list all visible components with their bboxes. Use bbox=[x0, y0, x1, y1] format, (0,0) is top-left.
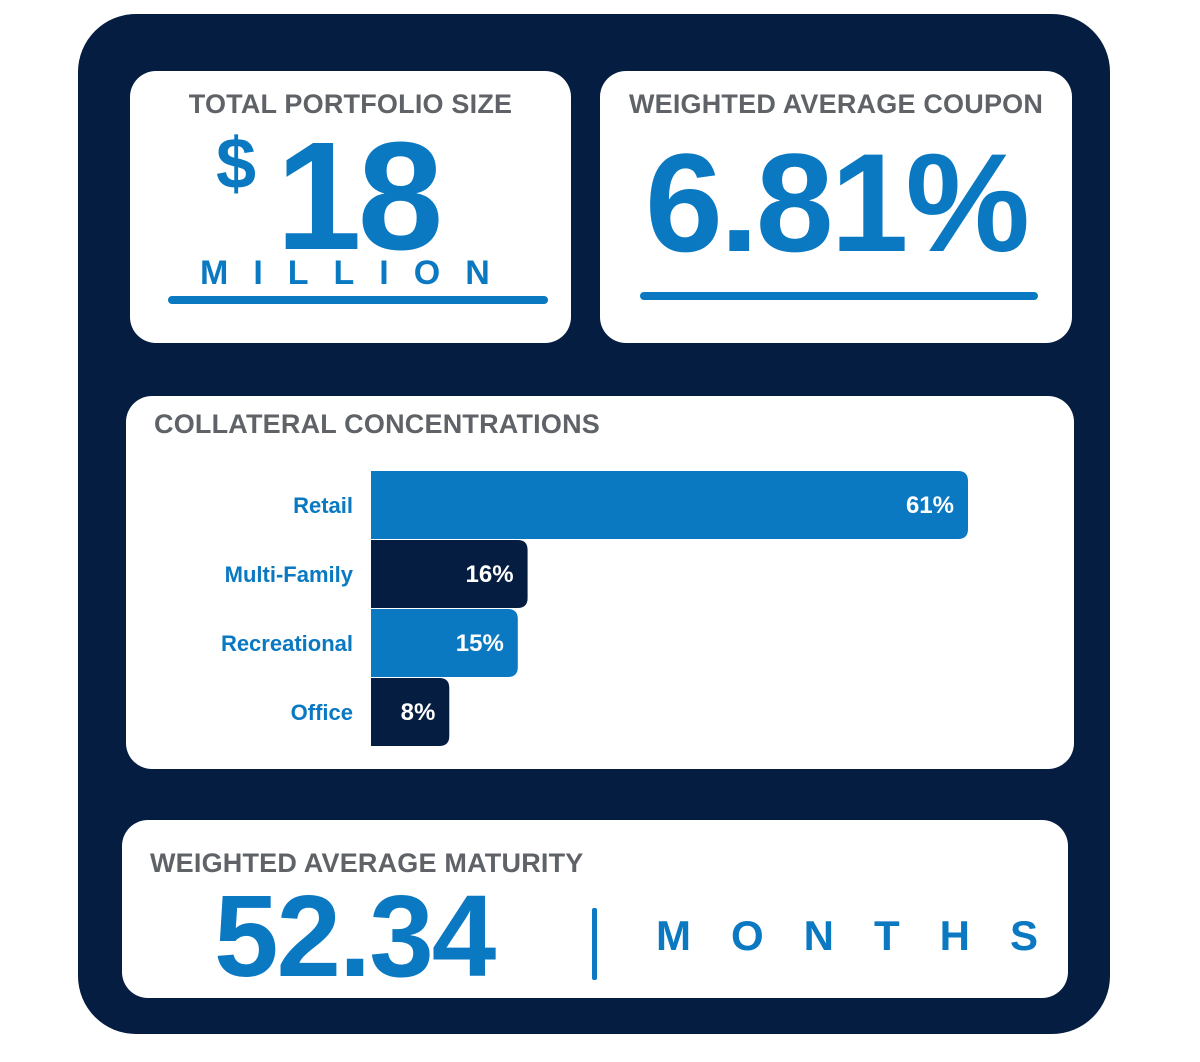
value-label-multi-family: 16% bbox=[466, 561, 514, 588]
maturity-unit: MONTHS bbox=[656, 912, 1078, 959]
maturity-divider bbox=[592, 908, 597, 980]
category-label-retail: Retail bbox=[293, 493, 353, 518]
coupon-underline bbox=[640, 292, 1038, 300]
maturity-heading: WEIGHTED AVERAGE MATURITY bbox=[150, 848, 584, 878]
portfolio-size-card: TOTAL PORTFOLIO SIZE $ 18 MILLION bbox=[130, 71, 571, 343]
portfolio-unit: MILLION bbox=[200, 254, 515, 292]
maturity-value: 52.34 bbox=[214, 871, 496, 1001]
value-label-retail: 61% bbox=[906, 492, 954, 519]
collateral-chart: Retail 61% Multi-Family 16% Recreational 15% O… bbox=[221, 471, 968, 746]
coupon-value: 6.81% bbox=[645, 124, 1030, 281]
currency-symbol: $ bbox=[216, 124, 257, 204]
bar-multi-family bbox=[371, 540, 528, 608]
portfolio-amount: 18 bbox=[276, 110, 443, 282]
value-label-office: 8% bbox=[401, 699, 436, 726]
bar-office bbox=[371, 678, 450, 746]
portfolio-size-heading: TOTAL PORTFOLIO SIZE bbox=[188, 89, 513, 119]
value-label-recreational: 15% bbox=[456, 630, 504, 657]
portfolio-underline bbox=[168, 296, 548, 304]
collateral-card: COLLATERAL CONCENTRATIONS Retail 61% Multi… bbox=[126, 396, 1074, 769]
coupon-heading: WEIGHTED AVERAGE COUPON bbox=[628, 89, 1044, 119]
category-label-office: Office bbox=[291, 700, 353, 725]
bar-retail bbox=[371, 471, 968, 539]
category-label-recreational: Recreational bbox=[221, 631, 353, 656]
chart-title: COLLATERAL CONCENTRATIONS bbox=[154, 409, 600, 439]
coupon-card: WEIGHTED AVERAGE COUPON 6.81% bbox=[600, 71, 1072, 343]
bar-recreational bbox=[371, 609, 518, 677]
category-label-multi-family: Multi-Family bbox=[225, 562, 354, 587]
maturity-card: WEIGHTED AVERAGE MATURITY 52.34 MONTHS bbox=[122, 820, 1068, 998]
